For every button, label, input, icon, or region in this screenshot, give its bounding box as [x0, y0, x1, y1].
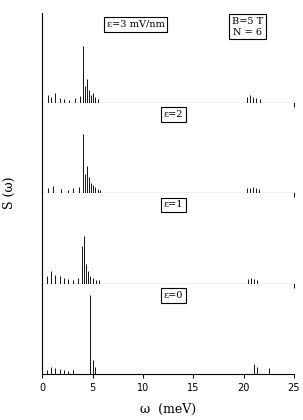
Text: B=5 T
N = 6: B=5 T N = 6 — [232, 17, 263, 37]
Text: ε=0: ε=0 — [164, 291, 183, 300]
Text: S (ω): S (ω) — [3, 177, 15, 210]
Text: ω  (meV): ω (meV) — [140, 403, 196, 416]
Text: ε=1: ε=1 — [163, 200, 183, 210]
Text: ε=3 mV/nm: ε=3 mV/nm — [107, 20, 165, 29]
Text: ε=2: ε=2 — [163, 110, 183, 119]
